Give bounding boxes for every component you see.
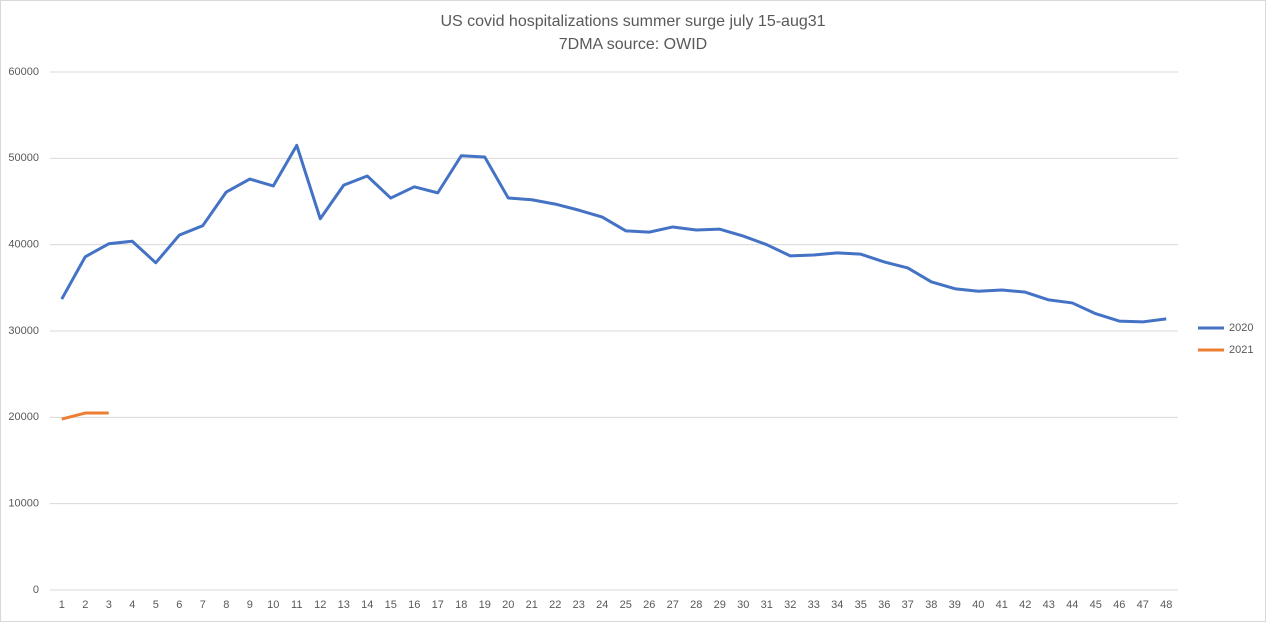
- x-tick-label: 22: [549, 599, 561, 611]
- x-tick-label: 19: [479, 599, 491, 611]
- x-tick-label: 4: [129, 599, 135, 611]
- x-tick-label: 2: [82, 599, 88, 611]
- x-tick-label: 31: [761, 599, 773, 611]
- x-tick-label: 25: [620, 599, 632, 611]
- x-tick-label: 17: [432, 599, 444, 611]
- x-tick-label: 20: [502, 599, 514, 611]
- x-tick-label: 10: [267, 599, 279, 611]
- x-tick-label: 37: [902, 599, 914, 611]
- line-series: [61, 411, 109, 421]
- x-tick-label: 7: [200, 599, 206, 611]
- x-tick-label: 24: [596, 599, 608, 611]
- x-tick-label: 46: [1113, 599, 1125, 611]
- x-tick-label: 38: [925, 599, 937, 611]
- x-tick-label: 34: [831, 599, 843, 611]
- x-tick-label: 39: [949, 599, 961, 611]
- chart-subtitle: 7DMA source: OWID: [559, 36, 707, 53]
- x-tick-label: 36: [878, 599, 890, 611]
- line-series: [60, 143, 1167, 324]
- x-tick-label: 48: [1160, 599, 1172, 611]
- x-tick-label: 12: [314, 599, 326, 611]
- x-tick-label: 42: [1019, 599, 1031, 611]
- x-tick-label: 41: [996, 599, 1008, 611]
- x-tick-label: 28: [690, 599, 702, 611]
- x-tick-label: 21: [526, 599, 538, 611]
- y-tick-label: 60000: [8, 66, 39, 78]
- x-tick-label: 14: [361, 599, 373, 611]
- x-tick-label: 45: [1090, 599, 1102, 611]
- x-tick-label: 3: [106, 599, 112, 611]
- y-tick-label: 20000: [8, 411, 39, 423]
- x-tick-label: 33: [808, 599, 820, 611]
- x-tick-label: 26: [643, 599, 655, 611]
- x-tick-label: 1: [59, 599, 65, 611]
- legend-label: 2020: [1229, 322, 1253, 334]
- x-tick-label: 11: [291, 599, 302, 611]
- chart-title: US covid hospitalizations summer surge j…: [440, 13, 825, 30]
- x-tick-label: 16: [408, 599, 420, 611]
- x-tick-label: 15: [385, 599, 397, 611]
- x-tick-label: 47: [1137, 599, 1149, 611]
- y-tick-label: 0: [33, 584, 39, 596]
- legend-label: 2021: [1229, 344, 1253, 356]
- x-tick-label: 5: [153, 599, 159, 611]
- x-tick-label: 18: [455, 599, 467, 611]
- y-tick-label: 40000: [8, 239, 39, 251]
- x-tick-label: 44: [1066, 599, 1078, 611]
- y-tick-label: 50000: [8, 152, 39, 164]
- x-tick-label: 35: [855, 599, 867, 611]
- x-tick-label: 29: [714, 599, 726, 611]
- x-tick-label: 6: [176, 599, 182, 611]
- x-tick-label: 13: [338, 599, 350, 611]
- y-tick-label: 30000: [8, 325, 39, 337]
- x-tick-label: 40: [972, 599, 984, 611]
- x-tick-label: 43: [1043, 599, 1055, 611]
- x-tick-label: 32: [784, 599, 796, 611]
- y-tick-label: 10000: [8, 498, 39, 510]
- x-tick-label: 30: [737, 599, 749, 611]
- x-tick-label: 27: [667, 599, 679, 611]
- x-tick-label: 9: [247, 599, 253, 611]
- x-tick-label: 23: [573, 599, 585, 611]
- x-tick-label: 8: [223, 599, 229, 611]
